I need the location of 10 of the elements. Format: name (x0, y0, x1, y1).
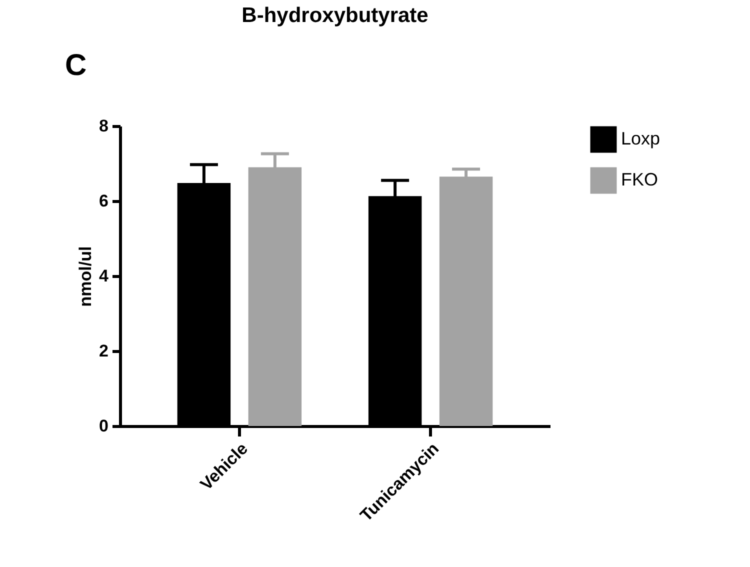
y-tick-label: 8 (99, 116, 108, 136)
text: C (65, 49, 87, 82)
y-tick-label: 2 (99, 342, 108, 360)
y-axis-title: nmol/ul (76, 246, 96, 307)
chart-title: B-hydroxybutyrate (242, 4, 428, 27)
y-tick-label: 0 (99, 416, 108, 436)
y-tick-label: 6 (99, 192, 108, 210)
legend-label: Loxp (621, 128, 660, 148)
legend-label: FKO (621, 170, 658, 190)
y-tick-label: 4 (99, 266, 110, 286)
